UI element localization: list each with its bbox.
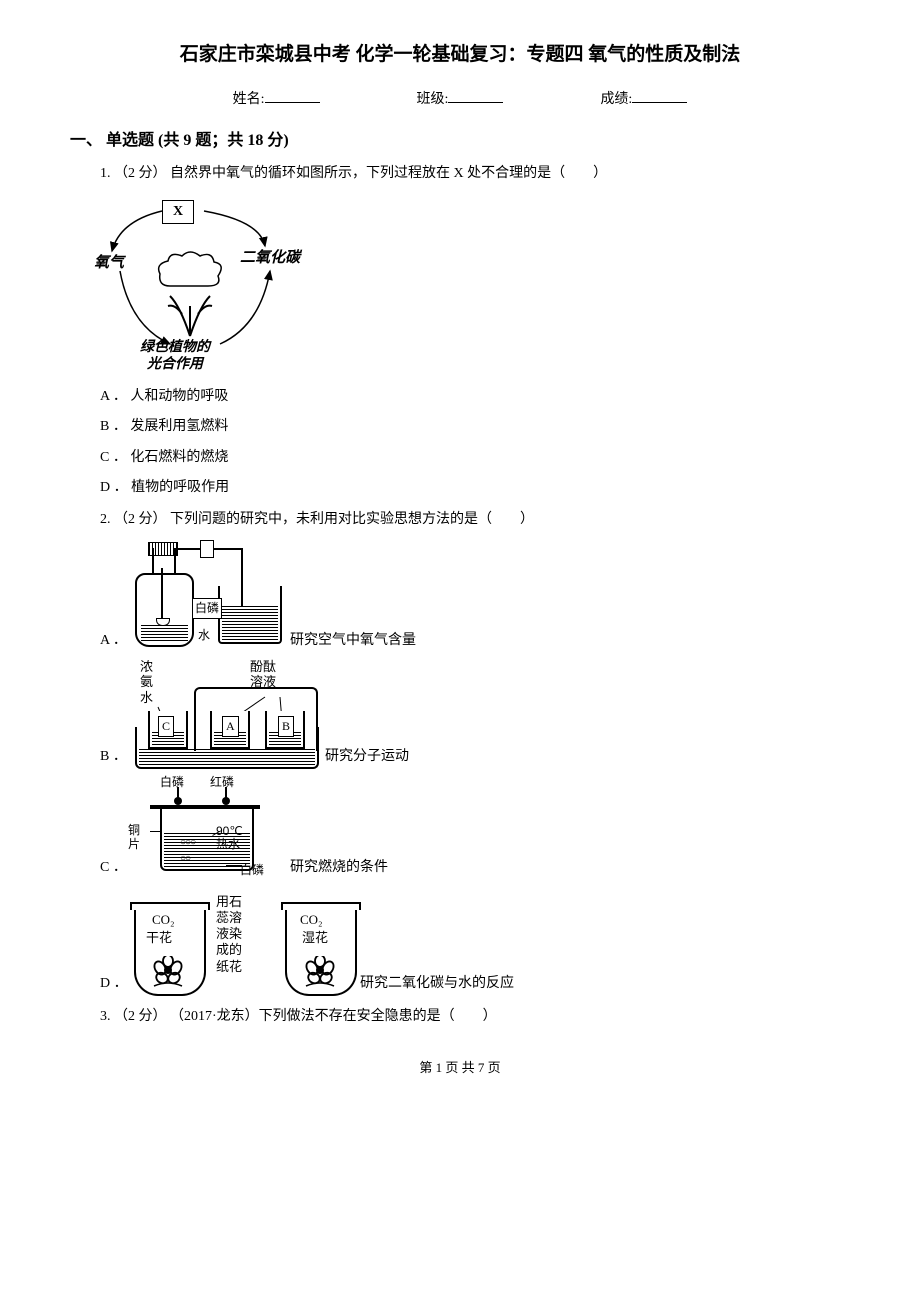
apparatus-beaker-icon: [218, 586, 282, 644]
apparatus-flask-icon: [135, 573, 194, 647]
c-bubble-icon: ○○○○○: [180, 835, 195, 867]
q2-c-tong2: 片: [128, 837, 140, 851]
q2-b-left3: 水: [140, 690, 153, 706]
score-label: 成绩:: [600, 89, 632, 111]
class-blank[interactable]: [448, 88, 503, 103]
header-fields: 姓名: 班级: 成绩:: [70, 88, 850, 111]
q1-bottom-line2: 光合作用: [140, 355, 210, 372]
q1-x-box: X: [162, 200, 194, 224]
q2-d-gan-label: 干花: [146, 928, 172, 949]
q1-option-c[interactable]: C ． 化石燃料的燃烧: [100, 447, 850, 469]
cup-b-label: B: [278, 716, 294, 737]
q2-d-mid1: 用石: [216, 894, 242, 910]
q2-a-water-label: 水: [198, 626, 210, 645]
q2-option-a[interactable]: A ． 白磷 水 研究空气中氧气含量: [100, 538, 850, 653]
name-blank[interactable]: [265, 88, 320, 103]
c-line-tong-icon: [150, 831, 162, 832]
q2-text: 2. （2 分） 下列问题的研究中，未利用对比实验思想方法的是（ ）: [100, 509, 850, 531]
q1-option-d[interactable]: D ． 植物的呼吸作用: [100, 477, 850, 499]
q2-b-left-text: 浓 氨 水: [140, 659, 153, 706]
q2-d-mid3: 液染: [216, 926, 242, 942]
q2-d-diagram: CO₂ CO₂ 干花 湿花: [130, 886, 360, 996]
q2-c-90-1: 90℃: [216, 825, 243, 838]
name-label: 姓名:: [233, 89, 265, 111]
q2-c-bai-label: 白磷: [160, 773, 184, 792]
c-dot2-icon: [222, 797, 230, 805]
apparatus-rod-icon: [161, 568, 163, 618]
q1-text: 1. （2 分） 自然界中氧气的循环如图所示，下列过程放在 X 处不合理的是（ …: [100, 163, 850, 185]
page-title: 石家庄市栾城县中考 化学一轮基础复习：专题四 氧气的性质及制法: [70, 40, 850, 70]
question-2: 2. （2 分） 下列问题的研究中，未利用对比实验思想方法的是（ ） A ． 白…: [100, 509, 850, 995]
q2-d-label: D ．: [100, 973, 130, 995]
q2-d-shi-label: 湿花: [302, 928, 328, 949]
flower-left-icon: [148, 956, 188, 990]
q2-b-text: 研究分子运动: [325, 746, 409, 768]
q2-a-diagram: 白磷 水: [130, 538, 290, 653]
q2-c-hong-label: 红磷: [210, 773, 234, 792]
q2-d-mid2: 蕊溶: [216, 910, 242, 926]
q2-c-tong-label: 铜 片: [128, 823, 140, 852]
q1-co2-label: 二氧化碳: [240, 246, 300, 270]
apparatus-stopper-icon: [148, 542, 178, 556]
q2-c-90-label: 90℃ 热水: [216, 825, 243, 851]
c-dot1-icon: [174, 797, 182, 805]
q2-c-text: 研究燃烧的条件: [290, 857, 388, 879]
cup-c-label: C: [158, 716, 174, 737]
section-header: 一、 单选题 (共 9 题；共 18 分): [70, 128, 850, 154]
score-blank[interactable]: [632, 88, 687, 103]
q2-c-90-2: 热水: [216, 838, 243, 851]
q1-o2-label: 氧气: [94, 251, 124, 275]
q2-b-right2: 溶液: [250, 674, 276, 690]
cup-a-label: A: [222, 716, 239, 737]
q2-b-label: B ．: [100, 746, 130, 768]
q2-d-mid5: 纸花: [216, 959, 242, 975]
c-plate-icon: [150, 805, 260, 809]
q2-b-left2: 氨: [140, 674, 153, 690]
q2-d-mid4: 成的: [216, 942, 242, 958]
apparatus-clamp-icon: [200, 540, 214, 558]
q2-option-b[interactable]: B ． C A B 浓 氨 水: [100, 659, 850, 769]
q3-text: 3. （2 分） （2017·龙东）下列做法不存在安全隐患的是（ ）: [100, 1006, 850, 1028]
flower-right-icon: [300, 956, 340, 990]
q2-option-c[interactable]: C ． ○○○○○ 白磷 红磷 铜 片 90℃: [100, 775, 850, 880]
q2-b-right1: 酚酞: [250, 659, 276, 675]
q2-a-label: A ．: [100, 630, 130, 652]
q2-c-diagram: ○○○○○ 白磷 红磷 铜 片 90℃ 热水 白磷: [130, 775, 290, 880]
q2-d-text: 研究二氧化碳与水的反应: [360, 973, 514, 995]
question-3: 3. （2 分） （2017·龙东）下列做法不存在安全隐患的是（ ）: [100, 1006, 850, 1028]
q2-d-mid-text: 用石 蕊溶 液染 成的 纸花: [216, 894, 242, 975]
q2-b-diagram: C A B 浓 氨 水 酚酞 溶液: [130, 659, 325, 769]
q1-option-a[interactable]: A ． 人和动物的呼吸: [100, 386, 850, 408]
q2-c-label: C ．: [100, 857, 130, 879]
q1-diagram: X 氧气 二氧化碳 绿色植物的 光合作用: [100, 196, 300, 376]
q2-c-baibot-label: 白磷: [240, 861, 264, 880]
q2-option-d[interactable]: D ． CO₂ CO₂ 干花 湿花: [100, 886, 850, 996]
q2-b-left1: 浓: [140, 659, 153, 675]
question-1: 1. （2 分） 自然界中氧气的循环如图所示，下列过程放在 X 处不合理的是（ …: [100, 163, 850, 499]
q1-options: A ． 人和动物的呼吸 B ． 发展利用氢燃料 C ． 化石燃料的燃烧 D ． …: [100, 386, 850, 500]
apparatus-spoon-icon: [156, 618, 170, 626]
q1-option-b[interactable]: B ． 发展利用氢燃料: [100, 416, 850, 438]
class-label: 班级:: [417, 89, 449, 111]
q2-b-right-text: 酚酞 溶液: [250, 659, 276, 690]
page-footer: 第 1 页 共 7 页: [70, 1058, 850, 1079]
q2-c-tong1: 铜: [128, 823, 140, 837]
q2-a-text: 研究空气中氧气含量: [290, 630, 416, 652]
q1-bottom-label: 绿色植物的 光合作用: [140, 338, 210, 372]
q2-a-bai-label: 白磷: [192, 598, 222, 619]
q1-bottom-line1: 绿色植物的: [140, 338, 210, 355]
